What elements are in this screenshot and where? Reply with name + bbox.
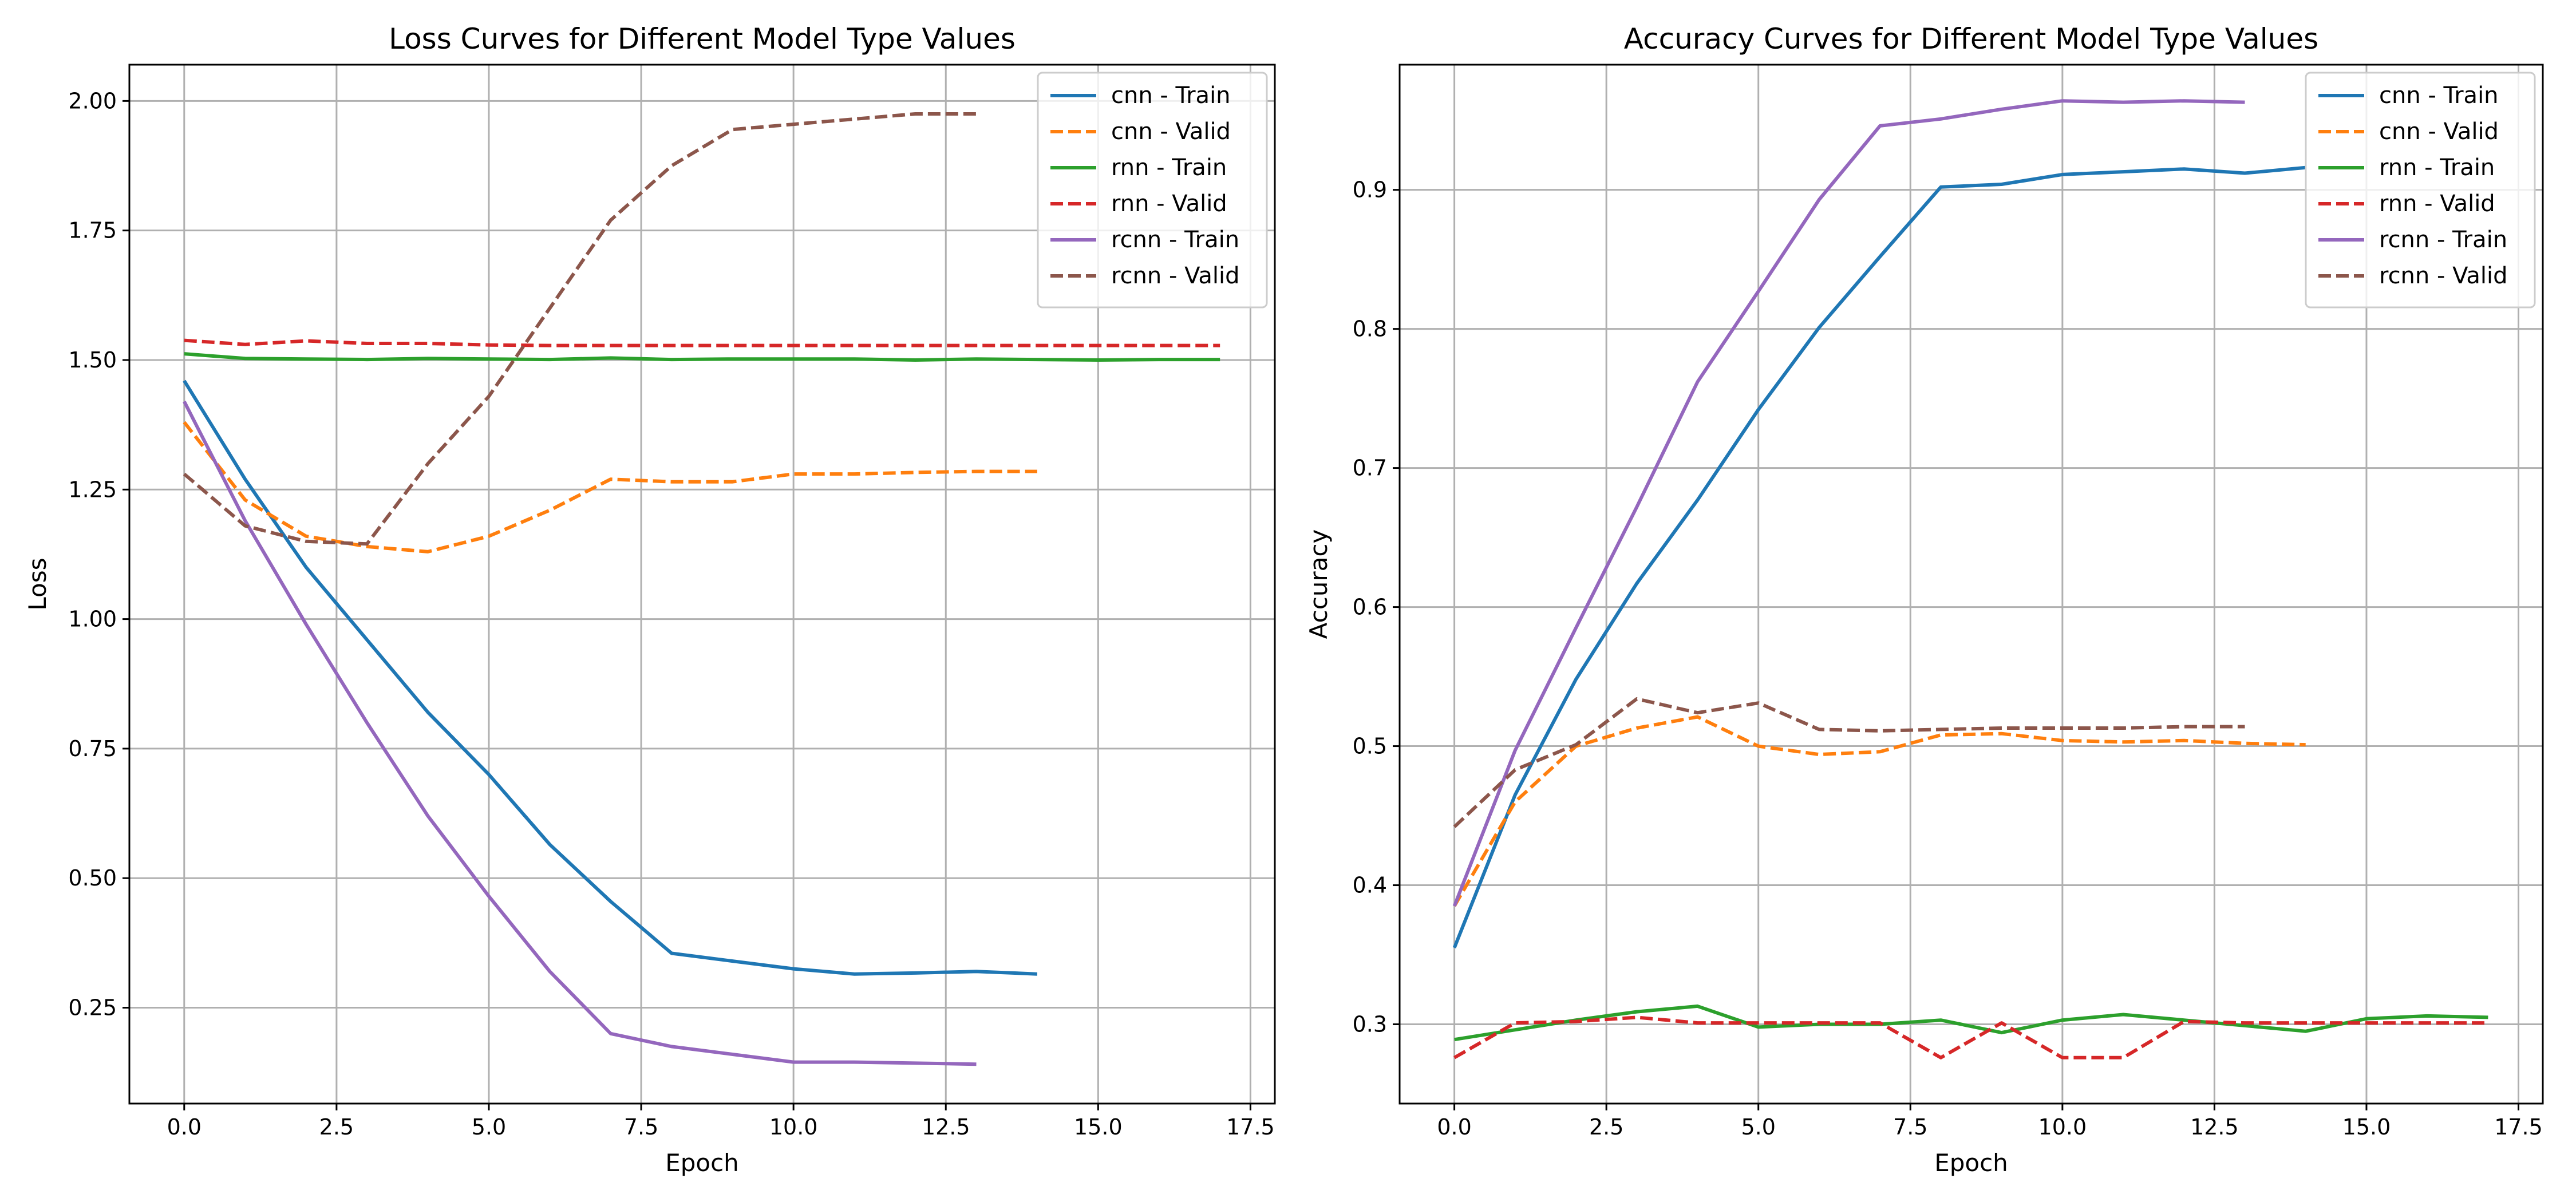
legend-entry: rcnn - Train — [2379, 227, 2507, 253]
x-tick-label: 12.5 — [2190, 1114, 2239, 1140]
legend-entry: rcnn - Valid — [2379, 263, 2508, 289]
series-line-cnn-train — [1452, 165, 2306, 949]
legend-entry: rnn - Train — [2379, 155, 2495, 181]
y-tick-label: 2.00 — [68, 88, 117, 113]
series-line-cnn-train — [183, 379, 1038, 976]
y-tick-label: 0.9 — [1353, 177, 1387, 203]
x-tick-label: 5.0 — [472, 1114, 506, 1140]
y-tick-label: 1.50 — [68, 347, 117, 373]
x-tick-label: 7.5 — [624, 1114, 658, 1140]
plot-frame — [128, 64, 1276, 1105]
y-axis-label: Loss — [23, 557, 52, 610]
y-tick-label: 1.00 — [68, 607, 117, 632]
series-line-rnn-train — [1454, 1004, 2488, 1042]
y-tick-label: 1.75 — [68, 218, 117, 243]
x-tick-label: 17.5 — [2494, 1114, 2543, 1140]
series-line-rnn-valid — [1453, 1015, 2488, 1059]
legend: cnn - Train cnn - Valid rnn - Train rnn - V… — [2305, 72, 2536, 309]
x-tick-label: 5.0 — [1741, 1114, 1775, 1140]
series-line-rnn-valid — [184, 338, 1220, 347]
y-tick-label: 0.8 — [1353, 317, 1387, 342]
legend-entry: rcnn - Train — [1111, 227, 1239, 253]
legend: cnn - Train cnn - Valid rnn - Train rnn - V… — [1037, 72, 1268, 309]
legend-entry: rnn - Train — [1111, 155, 1227, 181]
accuracy-chart: 0.0 2.5 5.0 7.5 10.0 12.5 15.0 17.5 0.3 0.4 0.5 0.6… — [1305, 22, 2544, 1177]
x-tick-label: 0.0 — [167, 1114, 202, 1140]
y-tick-label: 0.4 — [1353, 873, 1387, 898]
x-tick-label: 10.0 — [2038, 1114, 2087, 1140]
legend-entry: cnn - Train — [1111, 82, 1231, 109]
legend-entry: cnn - Train — [2379, 82, 2499, 109]
x-tick-label: 10.0 — [769, 1114, 818, 1140]
x-tick-label: 7.5 — [1893, 1114, 1927, 1140]
x-tick-label: 15.0 — [2342, 1114, 2391, 1140]
x-tick-label: 2.5 — [1589, 1114, 1623, 1140]
x-tick-label: 2.5 — [319, 1114, 354, 1140]
y-axis-label: Accuracy — [1305, 529, 1333, 639]
chart-title: Loss Curves for Different Model Type Val… — [389, 22, 1016, 56]
series-line-rcnn-valid — [183, 112, 977, 546]
legend-entry: cnn - Valid — [2379, 118, 2499, 145]
legend-entry: rcnn - Valid — [1111, 263, 1240, 289]
x-axis-label: Epoch — [665, 1149, 739, 1177]
series-line-cnn-valid — [1453, 715, 2306, 907]
y-tick-label: 1.25 — [68, 477, 117, 502]
series-line-rnn-train — [184, 352, 1220, 362]
y-tick-label: 0.5 — [1353, 734, 1387, 759]
x-tick-label: 0.0 — [1437, 1114, 1471, 1140]
chart-title: Accuracy Curves for Different Model Type… — [1624, 22, 2318, 56]
x-tick-label: 15.0 — [1074, 1114, 1123, 1140]
y-tick-label: 0.6 — [1353, 595, 1387, 620]
y-tick-label: 0.75 — [68, 736, 117, 761]
legend-entry: cnn - Valid — [1111, 118, 1231, 145]
x-axis-label: Epoch — [1934, 1149, 2008, 1177]
legend-entry: rnn - Valid — [1111, 191, 1227, 217]
series-line-rcnn-valid — [1453, 697, 2245, 828]
legend-entry: rnn - Valid — [2379, 191, 2495, 217]
series-line-cnn-valid — [183, 421, 1037, 553]
x-tick-label: 17.5 — [1226, 1114, 1275, 1140]
y-tick-label: 0.3 — [1353, 1012, 1387, 1037]
y-tick-label: 0.7 — [1353, 456, 1387, 481]
x-tick-label: 12.5 — [922, 1114, 970, 1140]
y-tick-label: 0.25 — [68, 995, 117, 1021]
y-tick-label: 0.50 — [68, 865, 117, 891]
series-line-rcnn-train — [1452, 99, 2245, 907]
loss-chart: 0.0 2.5 5.0 7.5 10.0 12.5 15.0 17.5 0.25 0.50 0.75… — [23, 22, 1276, 1177]
plot-frame — [1398, 64, 2544, 1105]
series-line-rcnn-train — [183, 401, 977, 1066]
